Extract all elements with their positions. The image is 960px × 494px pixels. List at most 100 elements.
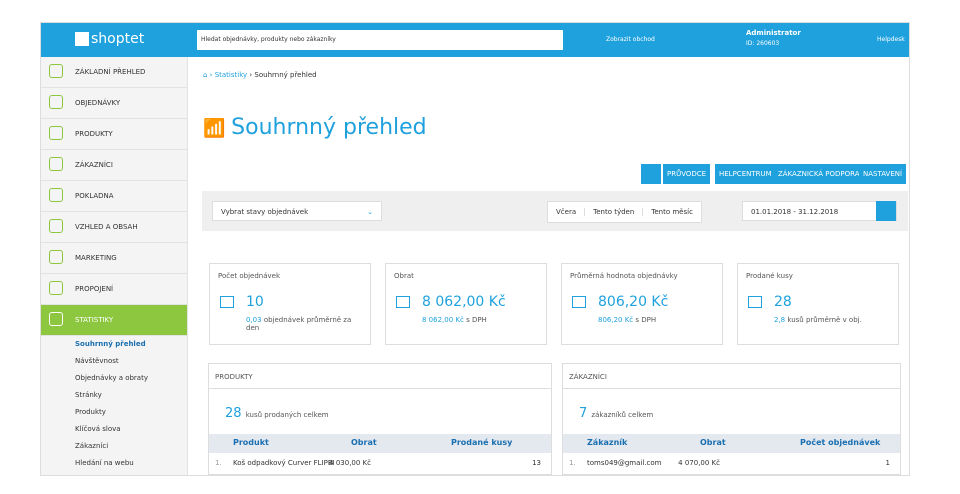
button[interactable]: HELPCENTRUM (715, 164, 776, 184)
topbar: shoptet Hledat objednávky, produkty nebo… (41, 23, 909, 57)
column-header[interactable]: Obrat (700, 438, 726, 447)
column-header[interactable]: Počet objednávek (800, 438, 881, 447)
period[interactable]: Včera (548, 208, 586, 216)
crumb: Souhrnný přehled (254, 71, 317, 79)
card-label: Prodané kusy (746, 272, 793, 280)
menu-item[interactable]: VZHLED A OBSAH (41, 212, 187, 243)
menu-item[interactable]: ZÁKLADNÍ PŘEHLED (41, 57, 187, 88)
card-label: Obrat (394, 272, 414, 280)
table-cell: 1 (885, 459, 890, 467)
search[interactable]: Hledat objednávky, produkty nebo zákazní… (197, 30, 563, 50)
table-cell: 1. (569, 459, 576, 467)
submenu-item[interactable]: Stránky (75, 391, 102, 399)
user[interactable]: Administrator (746, 29, 801, 37)
submenu-item[interactable]: Produkty (75, 408, 106, 416)
panel-total: 28 kusů prodaných celkem (225, 406, 329, 421)
table-cell: 13 (532, 459, 541, 467)
card-value: 10 (246, 294, 264, 310)
logo-icon (75, 32, 89, 46)
panel-divider (209, 388, 551, 389)
table-cell: 4 070,00 Kč (678, 459, 720, 467)
menu-label: OBJEDNÁVKY (75, 99, 121, 107)
table-cell: 1. (215, 459, 222, 467)
filter-bar: Vybrat stavy objednávek ⌄ Včera Tento týde… (202, 191, 908, 231)
total-text: zákazníků celkem (591, 411, 654, 419)
sidebar: ZÁKLADNÍ PŘEHLED OBJEDNÁVKY PRODUKTY ZÁKAZN… (41, 57, 188, 475)
submenu-item[interactable]: Návštěvnost (75, 357, 119, 365)
menu-item[interactable]: PRODUKTY (41, 119, 187, 150)
submenu-item[interactable]: Hledání na webu (75, 459, 134, 467)
sub-value: 2,8 (774, 316, 786, 324)
button[interactable]: NASTAVENÍ (859, 164, 907, 184)
column-header[interactable]: Produkt (233, 438, 269, 447)
menu-item[interactable]: ZÁKAZNÍCI (41, 150, 187, 181)
date: 01.01.2018 (751, 208, 792, 216)
menu-label: PRODUKTY (75, 130, 113, 138)
sub-value: 0,03 (246, 316, 262, 324)
menu-icon (49, 64, 63, 78)
table-header: Produkt Obrat Prodané kusy (209, 434, 551, 453)
menu-icon (49, 250, 63, 264)
crumb[interactable]: Statistiky (214, 71, 248, 79)
column-header[interactable]: Prodané kusy (451, 438, 513, 447)
panel-divider (563, 388, 900, 389)
menu-item[interactable]: POKLADNA (41, 181, 187, 212)
date-range[interactable]: 01.01.2018 - 31.12.2018 (742, 201, 897, 221)
menu-item[interactable]: PROPOJENÍ (41, 274, 187, 305)
period-group: Včera Tento týden Tento měsíc (547, 201, 702, 223)
submenu-item[interactable]: Zákazníci (75, 442, 109, 450)
fullscreen-button[interactable] (641, 164, 661, 184)
column-header[interactable]: Zákazník (587, 438, 628, 447)
panel-title: PRODUKTY (215, 373, 253, 381)
page-title: 📶 Souhrnný přehled (203, 115, 427, 140)
column-header[interactable]: Obrat (351, 438, 377, 447)
menu-label: VZHLED A OBSAH (75, 223, 138, 231)
table-header: Zákazník Obrat Počet objednávek (563, 434, 900, 453)
card-icon (572, 296, 586, 308)
user-id: ID: 260603 (746, 40, 780, 47)
period[interactable]: Tento měsíc (651, 208, 693, 216)
status-select[interactable]: Vybrat stavy objednávek ⌄ (212, 201, 382, 221)
button[interactable]: PRŮVODCE (663, 164, 711, 184)
stat-card: Obrat 8 062,00 Kč 8 062,00 Kč s DPH (385, 263, 547, 345)
panel: ZÁKAZNÍCI 7 zákazníků celkem Zákazník Obrat… (562, 363, 901, 475)
table-cell: 4 030,00 Kč (329, 459, 371, 467)
help[interactable]: Helpdesk (877, 36, 905, 43)
card-label: Průměrná hodnota objednávky (570, 272, 678, 280)
logo: shoptet (91, 31, 145, 47)
menu-item[interactable]: MARKETING (41, 243, 187, 274)
menu-label: STATISTIKY (75, 316, 114, 324)
title-text: Souhrnný přehled (231, 115, 427, 140)
menu-label: ZÁKLADNÍ PŘEHLED (75, 68, 146, 76)
submenu-item[interactable]: Souhrnný přehled (75, 340, 146, 348)
submenu-item[interactable]: Klíčová slova (75, 425, 121, 433)
sub-text: kusů průměrně v obj. (787, 316, 862, 324)
card-sub: 2,8 kusů průměrně v obj. (774, 316, 892, 324)
menu-icon (49, 95, 63, 109)
card-sub: 806,20 Kč s DPH (598, 316, 716, 324)
menu-label: POKLADNA (75, 192, 114, 200)
menu-icon (49, 312, 63, 326)
breadcrumb: ⌂ › Statistiky › Souhrnný přehled (203, 71, 317, 79)
menu-label: ZÁKAZNÍCI (75, 161, 113, 169)
sub-value: 806,20 Kč (598, 316, 634, 324)
menu-icon (49, 281, 63, 295)
select-text: Vybrat stavy objednávek (221, 208, 309, 216)
card-label: Počet objednávek (218, 272, 281, 280)
table-cell: Koš odpadkový Curver FLIPBI (233, 459, 335, 467)
table-cell: toms049@gmail.com (587, 459, 662, 467)
card-sub: 8 062,00 Kč s DPH (422, 316, 540, 324)
sub-value: 8 062,00 Kč (422, 316, 464, 324)
card-value: 8 062,00 Kč (422, 294, 506, 310)
period[interactable]: Tento týden (585, 208, 644, 216)
menu-item[interactable]: STATISTIKY (41, 305, 187, 336)
sub-text: s DPH (635, 316, 657, 324)
panel-total: 7 zákazníků celkem (579, 406, 653, 421)
menu-item[interactable]: OBJEDNÁVKY (41, 88, 187, 119)
show-shop[interactable]: Zobrazit obchod (606, 36, 655, 43)
menu-icon (49, 126, 63, 140)
button[interactable]: ZÁKAZNICKÁ PODPORA (774, 164, 864, 184)
menu-icon (49, 219, 63, 233)
submenu-item[interactable]: Objednávky a obraty (75, 374, 148, 382)
